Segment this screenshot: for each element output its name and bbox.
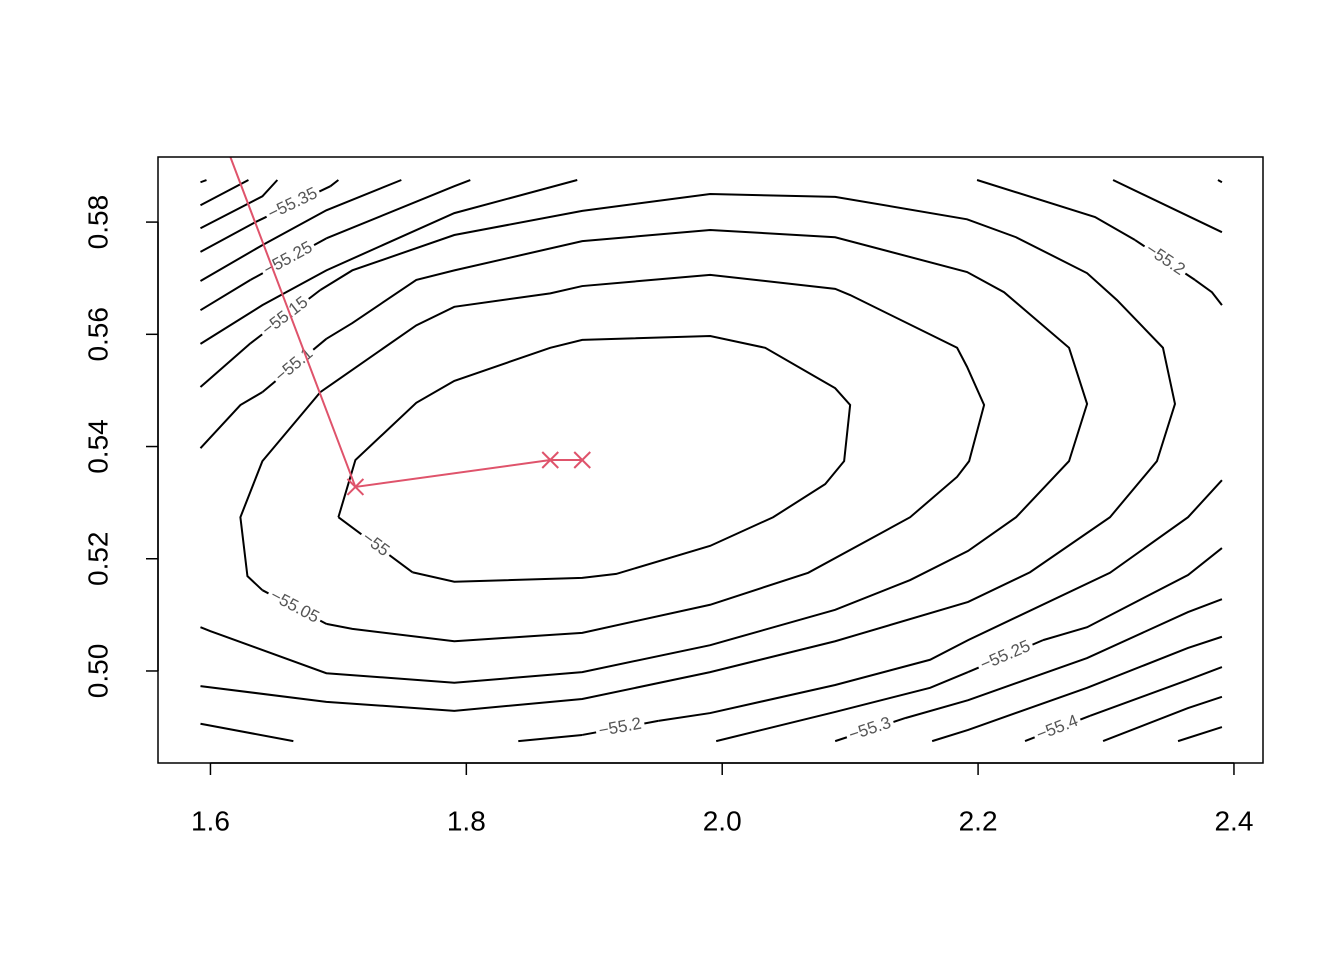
- path-point: [541, 451, 559, 469]
- path-point: [346, 478, 365, 496]
- contour-line: [1194, 279, 1223, 306]
- contour-line: [976, 179, 1136, 241]
- contour-line: [200, 228, 1089, 684]
- label-gap: [356, 527, 395, 563]
- label-gap: [269, 342, 319, 389]
- x-tick-label: 2.2: [959, 805, 998, 836]
- label-gap: [594, 714, 646, 742]
- contour-line: [329, 179, 340, 187]
- y-tick-label: 0.56: [82, 307, 113, 362]
- contour-line: [200, 179, 279, 230]
- contour-line: [199, 279, 252, 312]
- contour-line: [658, 479, 1223, 722]
- contour-line: [1112, 179, 1223, 234]
- y-tick-label: 0.52: [82, 532, 113, 587]
- label-gap: [1031, 711, 1084, 746]
- y-tick-label: 0.58: [82, 195, 113, 250]
- contour-line: [1102, 695, 1223, 743]
- contour-line: [337, 334, 852, 583]
- contour-line: [199, 391, 263, 449]
- optimizer-path: [229, 157, 583, 489]
- x-tick-label: 2.4: [1214, 805, 1253, 836]
- y-tick-label: 0.50: [82, 644, 113, 699]
- x-tick-label: 1.6: [191, 805, 230, 836]
- contour-level: −55.2−55.2: [199, 179, 1223, 743]
- x-tick-label: 1.8: [447, 805, 486, 836]
- contour-line: [199, 221, 256, 253]
- y-tick-label: 0.54: [82, 419, 113, 474]
- label-gap: [844, 713, 897, 746]
- label-gap: [264, 585, 325, 629]
- contour-level: −55: [337, 334, 852, 583]
- contour-line: [715, 671, 969, 743]
- contour-line: [931, 635, 1223, 743]
- contour-line: [325, 179, 471, 240]
- contour-line: [200, 722, 294, 743]
- contour-line: [199, 179, 578, 345]
- contour-line: [199, 179, 402, 282]
- contour-level: [200, 179, 1223, 743]
- contour-line: [904, 598, 1223, 720]
- contour-line: [1177, 726, 1223, 743]
- contour-line: [199, 342, 252, 388]
- contour-line: [1089, 666, 1223, 717]
- contour-line: [200, 193, 1177, 712]
- contour-line: [239, 273, 986, 643]
- contour-line: [518, 733, 583, 743]
- label-gap: [1139, 238, 1191, 282]
- label-gap: [256, 291, 315, 342]
- contour-line: [200, 179, 207, 184]
- label-gap: [975, 636, 1037, 676]
- contour-line: [1042, 547, 1223, 642]
- x-tick-label: 2.0: [703, 805, 742, 836]
- label-gap: [262, 183, 324, 225]
- contour-level: −55.4: [200, 179, 1223, 746]
- path-point: [573, 451, 591, 469]
- contour-line: [1217, 179, 1223, 184]
